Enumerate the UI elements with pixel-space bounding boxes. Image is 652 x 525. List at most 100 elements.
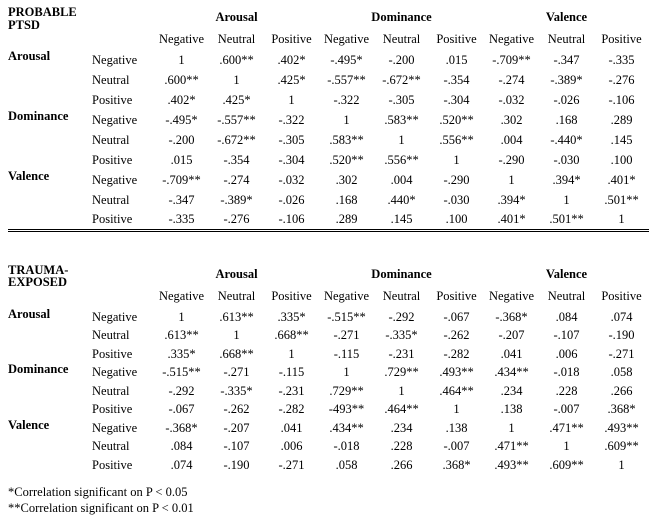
- correlation-cell: .100: [445, 212, 468, 226]
- correlation-cell: .266: [390, 457, 413, 472]
- correlation-cell: .368*: [442, 457, 471, 472]
- correlation-cell: -.276: [223, 212, 250, 226]
- correlation-cell: .368*: [607, 402, 636, 416]
- group-header-valence: Valence: [545, 267, 588, 282]
- correlation-cell: .583**: [329, 132, 364, 147]
- correlation-cell: -.007: [443, 439, 470, 453]
- correlation-cell: .556**: [439, 132, 474, 147]
- table-row: Neutral .613** 1 .668** -.271 -.335* -.262 -.20…: [8, 326, 649, 345]
- row-group-label: Valence: [8, 169, 50, 183]
- column-header: Neutral: [217, 289, 256, 304]
- correlation-cell: .501**: [604, 192, 639, 207]
- column-header: Negative: [488, 289, 535, 304]
- correlation-cell: -.067: [168, 402, 195, 416]
- correlation-cell: -.274: [498, 72, 525, 87]
- table-row: Arousal Negative 1 .600** .402* -.495* -.200 .0…: [8, 50, 649, 70]
- correlation-cell: .464**: [439, 383, 474, 398]
- table-trauma-exposed: TRAUMA- EXPOSED Arousal Dominance Valence Neg…: [8, 262, 649, 475]
- correlation-cell: -.106: [278, 212, 305, 226]
- correlation-cell: .289: [610, 112, 633, 127]
- correlation-cell: 1: [233, 72, 240, 87]
- correlation-cell: .006: [555, 346, 578, 361]
- row-level-label: Negative: [92, 172, 138, 187]
- correlation-cell: .609**: [549, 457, 584, 472]
- correlation-cell: -.282: [443, 346, 470, 361]
- correlation-cell: .556**: [384, 152, 419, 167]
- correlation-cell: -.190: [223, 457, 250, 472]
- correlation-cell: 1: [233, 328, 240, 342]
- correlation-cell: .729**: [384, 365, 419, 379]
- correlation-cell: .600**: [219, 52, 254, 67]
- correlation-cell: .266: [610, 383, 633, 398]
- correlation-cell: .302: [500, 112, 523, 127]
- correlation-cell: -.107: [223, 439, 250, 453]
- correlation-cell: -.271: [278, 457, 305, 472]
- correlation-cell: .471**: [494, 439, 529, 453]
- row-level-label: Negative: [92, 309, 138, 324]
- correlation-cell: .015: [445, 52, 468, 67]
- column-header: Negative: [158, 31, 205, 46]
- correlation-cell: .041: [500, 346, 523, 361]
- row-group-label: Dominance: [8, 109, 69, 123]
- correlation-cell: -.347: [553, 52, 580, 67]
- correlation-cell: -.231: [388, 346, 415, 361]
- correlation-cell: 1: [288, 92, 295, 107]
- correlation-cell: .145: [390, 212, 413, 226]
- table-row: Positive .015 -.354 -.304 .520** .556** 1 -.290…: [8, 150, 649, 170]
- correlation-cell: .234: [390, 420, 413, 435]
- row-level-label: Positive: [92, 457, 133, 472]
- correlation-cell: .335*: [277, 309, 306, 324]
- correlation-cell: .493**: [439, 365, 474, 379]
- table-title: TRAUMA- EXPOSED: [8, 262, 69, 289]
- correlation-cell: -.274: [223, 172, 250, 187]
- row-group-label: Valence: [8, 417, 50, 432]
- correlation-cell: .100: [610, 152, 633, 167]
- correlation-cell: .583**: [384, 112, 419, 127]
- correlation-cell: -.262: [223, 402, 250, 416]
- row-level-label: Positive: [92, 92, 133, 107]
- correlation-cell: .058: [335, 457, 358, 472]
- footnote-p01: **Correlation significant on P < 0.01: [8, 501, 194, 516]
- column-header: Positive: [601, 31, 642, 46]
- column-header: Neutral: [382, 289, 421, 304]
- correlation-cell: -.271: [608, 346, 635, 361]
- row-level-label: Neutral: [92, 192, 130, 207]
- correlation-cell: .425*: [222, 92, 251, 107]
- correlation-cell: .015: [170, 152, 193, 167]
- correlation-cell: -.389*: [550, 72, 583, 87]
- correlation-cell: -.067: [443, 309, 470, 324]
- correlation-cell: .425*: [277, 72, 306, 87]
- correlation-cell: -.440*: [550, 132, 583, 147]
- row-level-label: Positive: [92, 152, 133, 167]
- correlation-cell: 1: [343, 112, 350, 127]
- correlation-cell: .434**: [329, 420, 364, 435]
- correlation-cell: .138: [445, 420, 468, 435]
- correlation-cell: 1: [508, 172, 515, 187]
- correlation-cell: .613**: [219, 309, 254, 324]
- correlation-cell: -.032: [278, 172, 305, 187]
- correlation-cell: -.335: [608, 52, 635, 67]
- correlation-cell: .168: [555, 112, 578, 127]
- column-header: Positive: [271, 31, 312, 46]
- correlation-cell: -.018: [333, 439, 360, 453]
- correlation-cell: -.030: [553, 152, 580, 167]
- row-level-label: Neutral: [92, 132, 130, 147]
- correlation-cell: 1: [288, 346, 295, 361]
- column-header: Positive: [436, 289, 477, 304]
- correlation-cell: .493**: [494, 457, 529, 472]
- correlation-cell: -.231: [278, 383, 305, 398]
- correlation-cell: -.207: [498, 328, 525, 342]
- column-header: Neutral: [217, 31, 256, 46]
- row-group-label: Arousal: [8, 306, 51, 321]
- row-level-label: Negative: [92, 52, 138, 67]
- table-row: Dominance Negative -.495* -.557** -.322 1 .583…: [8, 110, 649, 130]
- correlation-cell: .402*: [277, 52, 306, 67]
- column-header: Negative: [488, 31, 535, 46]
- correlation-cell: .234: [500, 383, 523, 398]
- correlation-cell: 1: [618, 212, 625, 226]
- correlation-cell: -.290: [498, 152, 525, 167]
- correlation-cell: -.030: [443, 192, 470, 207]
- table-row: Valence Negative -.709** -.274 -.032 .302 .004…: [8, 170, 649, 190]
- column-header: Neutral: [547, 289, 586, 304]
- correlation-cell: -.672**: [217, 132, 256, 147]
